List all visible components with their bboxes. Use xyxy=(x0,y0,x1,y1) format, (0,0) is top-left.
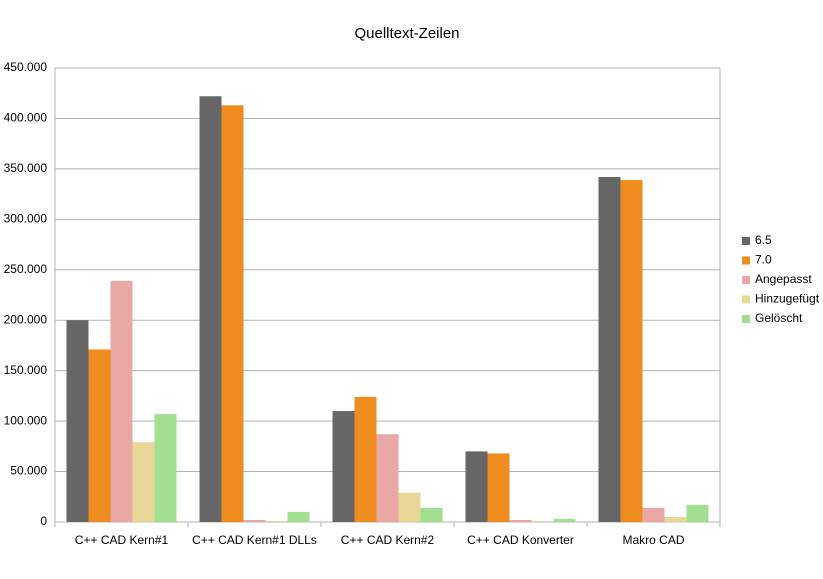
legend-swatch xyxy=(742,276,750,284)
bar xyxy=(88,349,111,522)
legend-label: 7.0 xyxy=(755,253,772,267)
y-tick-label: 400.000 xyxy=(4,111,48,125)
bar xyxy=(265,520,288,522)
bar xyxy=(398,492,421,522)
y-tick-label: 100.000 xyxy=(4,413,48,427)
bar xyxy=(110,280,133,522)
y-tick-label: 450.000 xyxy=(4,60,48,74)
bar xyxy=(553,518,576,522)
bar xyxy=(287,511,310,522)
x-tick-label: C++ CAD Konverter xyxy=(467,533,574,547)
legend-swatch xyxy=(742,256,750,265)
bar xyxy=(664,516,687,522)
bar xyxy=(66,320,89,522)
bar xyxy=(354,396,377,522)
bar xyxy=(465,451,488,522)
bar xyxy=(199,96,222,522)
x-tick-label: C++ CAD Kern#2 xyxy=(341,533,435,547)
bar xyxy=(420,507,443,522)
legend-swatch xyxy=(742,315,750,323)
bar xyxy=(376,434,399,522)
legend-label: Angepasst xyxy=(755,272,812,286)
legend-label: 6.5 xyxy=(755,233,772,247)
bar xyxy=(154,414,177,522)
bar xyxy=(531,520,554,522)
y-tick-label: 350.000 xyxy=(4,161,48,175)
x-tick-label: C++ CAD Kern#1 xyxy=(75,533,169,547)
bar xyxy=(686,504,709,522)
bar xyxy=(132,442,155,522)
y-tick-label: 0 xyxy=(40,514,47,528)
chart-title: Quelltext-Zeilen xyxy=(354,25,459,42)
bar xyxy=(598,176,621,522)
legend-label: Hinzugefügt xyxy=(755,292,820,306)
bar xyxy=(509,519,532,522)
bar xyxy=(243,519,266,522)
bar xyxy=(487,453,510,522)
legend-swatch xyxy=(742,295,750,304)
y-tick-label: 300.000 xyxy=(4,212,48,226)
y-tick-label: 50.000 xyxy=(10,464,47,478)
bar xyxy=(642,507,665,522)
x-tick-label: Makro CAD xyxy=(622,533,684,547)
bar xyxy=(332,411,355,522)
y-tick-label: 200.000 xyxy=(4,312,48,326)
y-tick-label: 150.000 xyxy=(4,363,48,377)
bar xyxy=(221,105,244,522)
legend-label: Gelöscht xyxy=(755,311,803,325)
legend-swatch xyxy=(742,237,750,245)
x-tick-label: C++ CAD Kern#1 DLLs xyxy=(192,533,317,547)
bar xyxy=(620,179,643,522)
y-tick-label: 250.000 xyxy=(4,262,48,276)
